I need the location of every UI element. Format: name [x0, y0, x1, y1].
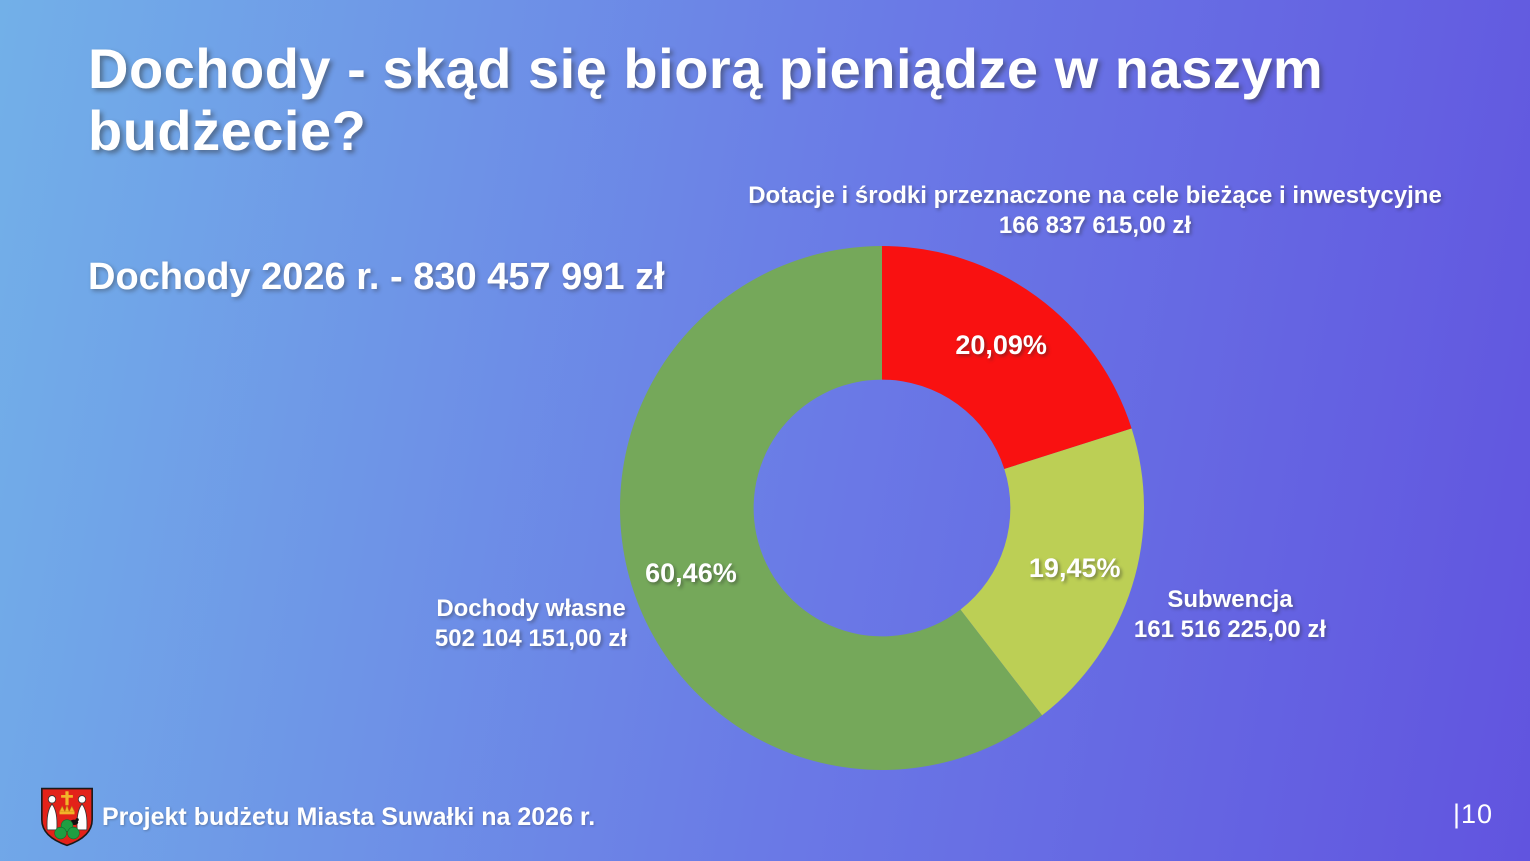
revenue-total-label: Dochody 2026 r. - 830 457 991 zł: [88, 256, 665, 298]
callout-dotacje: Dotacje i środki przeznaczone na cele bi…: [660, 181, 1530, 241]
percent-label-2: 60,46%: [645, 558, 737, 588]
callout-dochody-wlasne: Dochody własne 502 104 151,00 zł: [361, 594, 701, 654]
donut-slice-0: [882, 246, 1132, 470]
callout-dotacje-label: Dotacje i środki przeznaczone na cele bi…: [748, 182, 1442, 209]
donut-slice-2: [620, 246, 1043, 771]
callout-dotacje-value: 166 837 615,00 zł: [998, 212, 1192, 239]
callout-dochody-wlasne-value: 502 104 151,00 zł: [434, 625, 628, 652]
callout-dochody-wlasne-label: Dochody własne: [436, 595, 626, 622]
percent-label-0: 20,09%: [955, 330, 1047, 360]
callout-subwencja-value: 161 516 225,00 zł: [1133, 616, 1327, 643]
callout-subwencja: Subwencja 161 516 225,00 zł: [1060, 585, 1400, 645]
footer-text: Projekt budżetu Miasta Suwałki na 2026 r…: [102, 803, 596, 831]
percent-label-1: 19,45%: [1029, 553, 1121, 583]
callout-subwencja-label: Subwencja: [1167, 586, 1293, 613]
donut-slice-1: [960, 428, 1144, 716]
suwalki-coat-of-arms-icon: [40, 787, 94, 847]
page-number: |10: [1453, 799, 1494, 829]
donut-chart: 20,09% 19,45% 60,46%: [612, 238, 1152, 778]
page-title: Dochody - skąd się biorą pieniądze w nas…: [88, 37, 1324, 162]
donut-chart-svg: 20,09% 19,45% 60,46%: [620, 246, 1144, 771]
